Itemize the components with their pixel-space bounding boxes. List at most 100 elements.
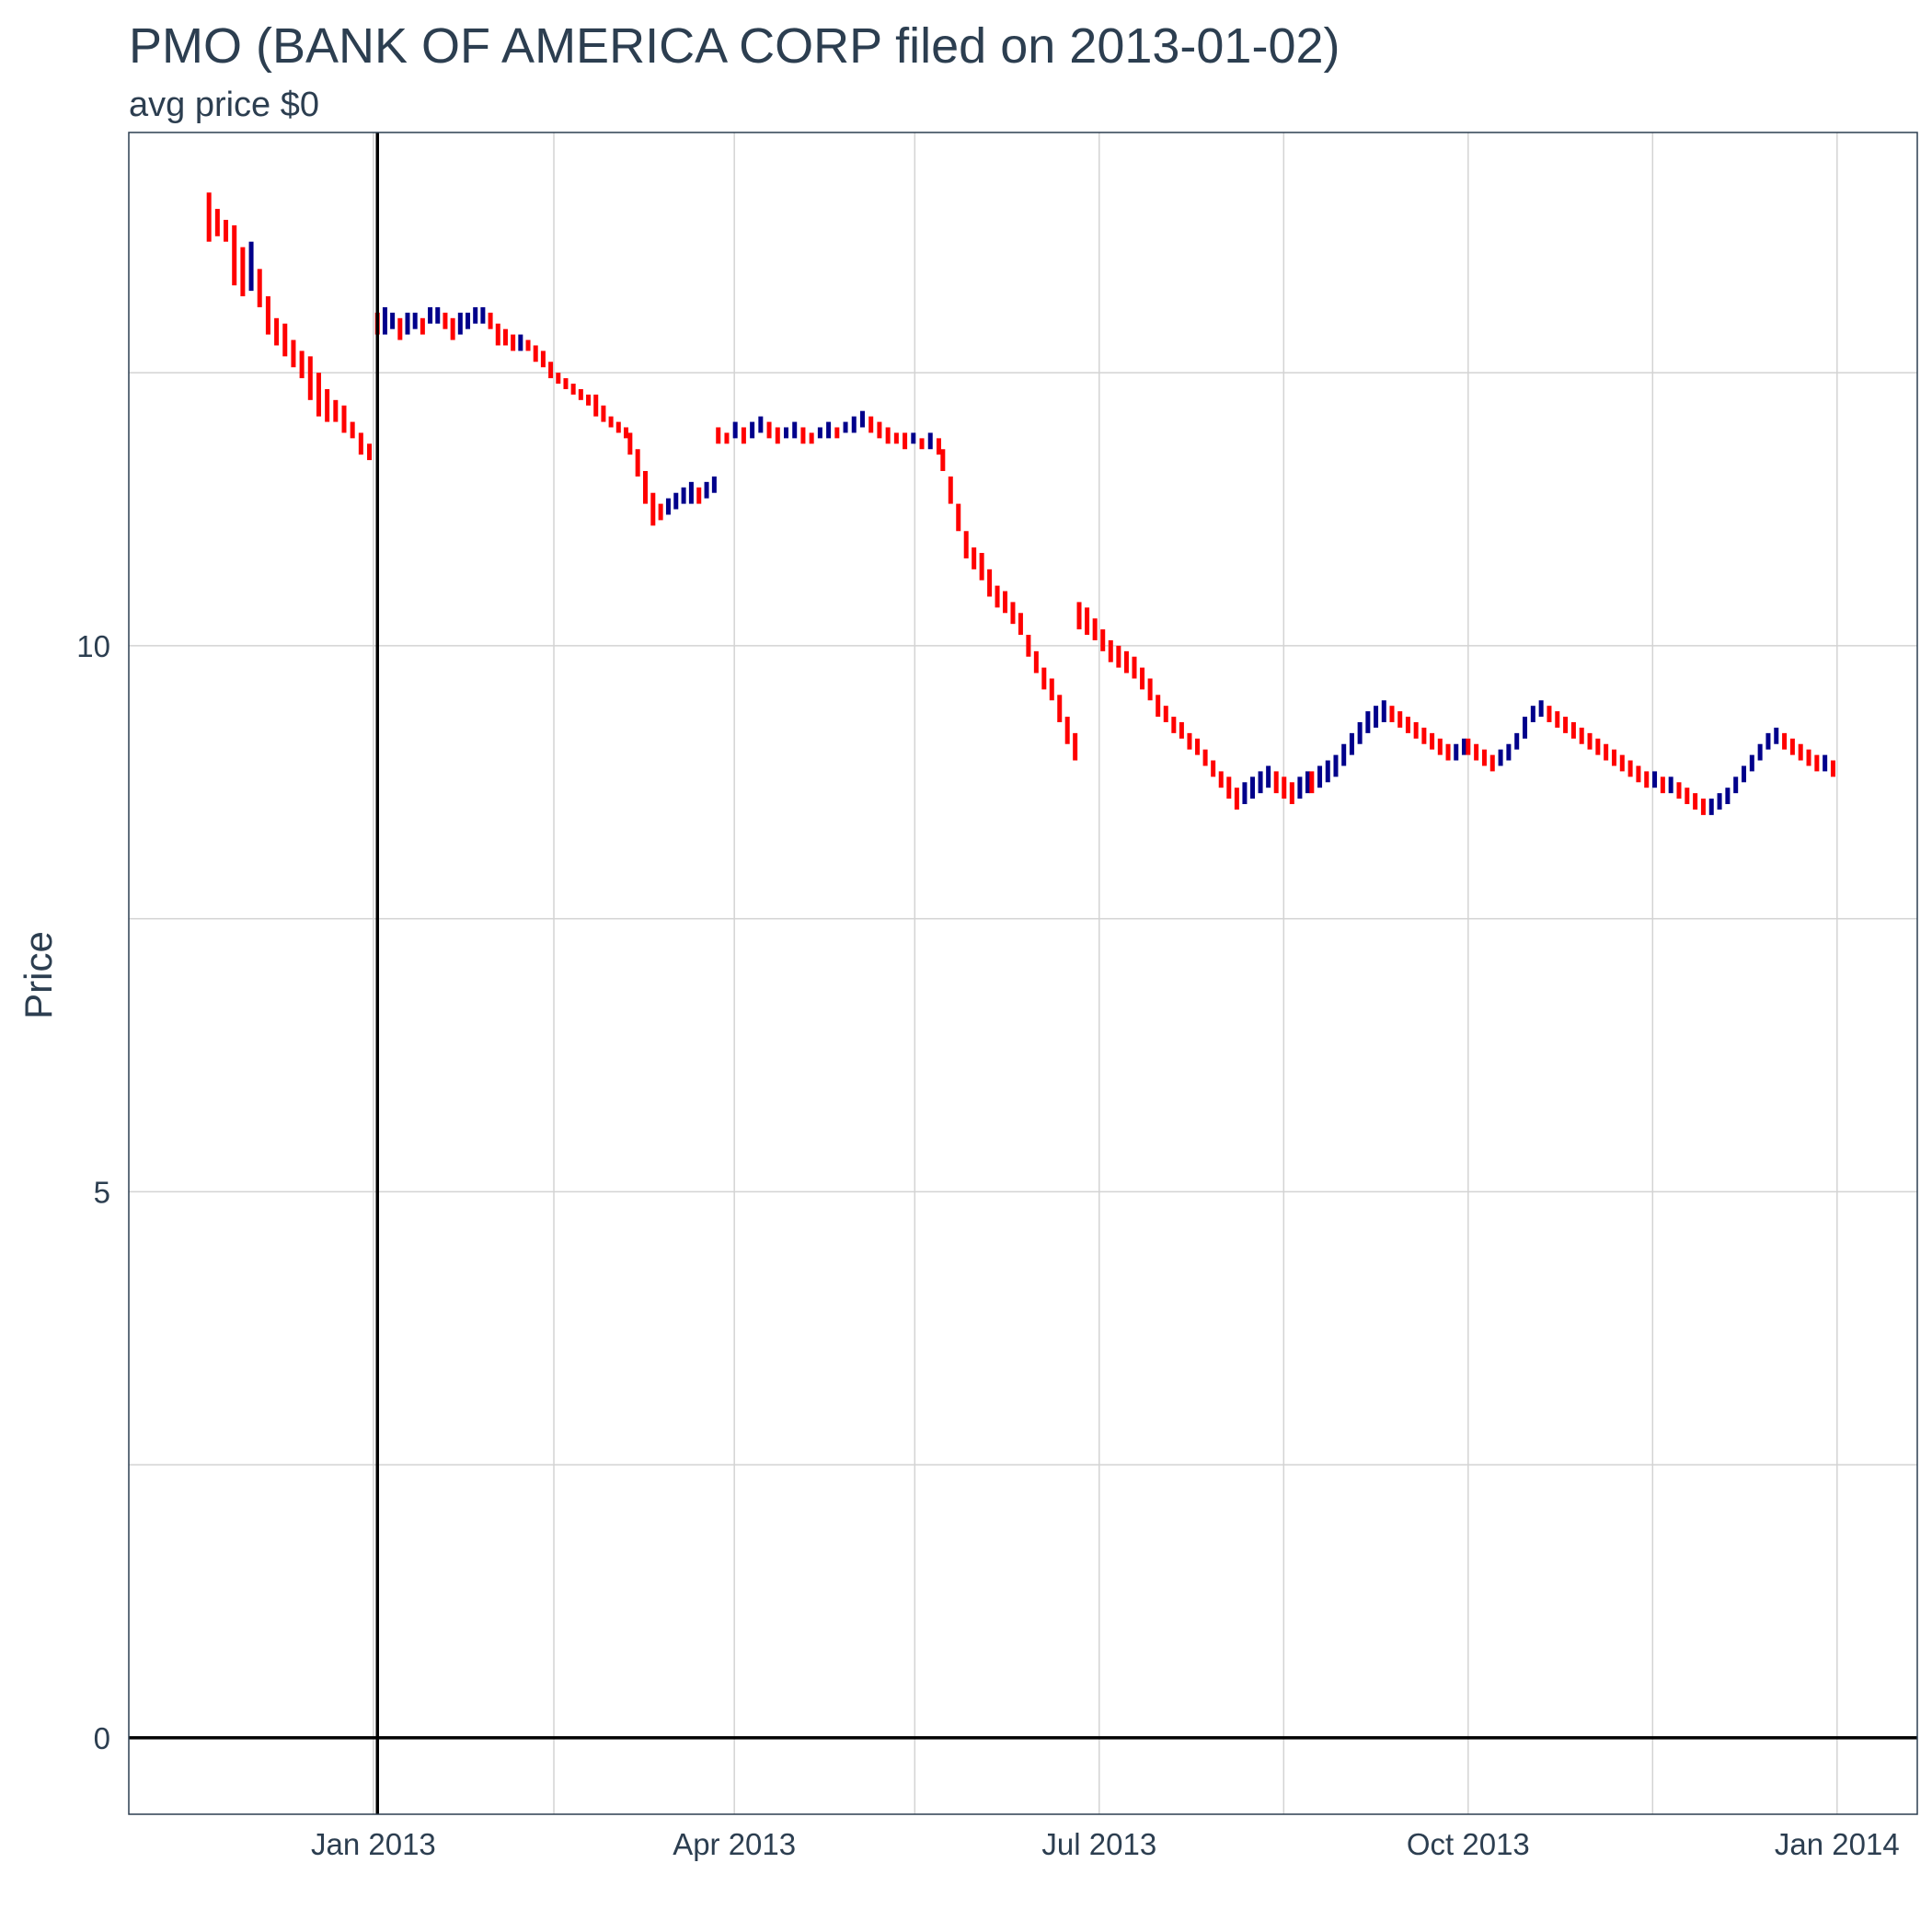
ohlc-bar-166 bbox=[1506, 743, 1512, 761]
x-tick-label-4: Jan 2014 bbox=[1775, 1827, 1900, 1861]
ohlc-bar-115 bbox=[1108, 639, 1113, 662]
ohlc-bar-64 bbox=[704, 481, 709, 499]
ohlc-bar-168 bbox=[1523, 717, 1528, 739]
ohlc-bar-165 bbox=[1498, 749, 1503, 766]
ohlc-bar-63 bbox=[696, 487, 702, 504]
ohlc-bar-59 bbox=[665, 498, 671, 515]
ohlc-bar-4 bbox=[240, 247, 246, 297]
ohlc-bar-116 bbox=[1116, 645, 1121, 668]
ohlc-bar-193 bbox=[1725, 788, 1731, 805]
ohlc-bar-152 bbox=[1397, 711, 1403, 728]
ohlc-bar-187 bbox=[1676, 782, 1682, 799]
ohlc-bar-206 bbox=[1830, 760, 1835, 777]
ohlc-bar-31 bbox=[457, 312, 463, 335]
grid-lines bbox=[129, 132, 1917, 1814]
ohlc-bar-61 bbox=[681, 487, 686, 504]
ohlc-bar-114 bbox=[1100, 629, 1106, 651]
ohlc-bar-160 bbox=[1461, 738, 1466, 755]
ohlc-bar-23 bbox=[397, 317, 403, 340]
ohlc-bar-57 bbox=[650, 492, 656, 526]
ohlc-bar-35 bbox=[488, 312, 493, 329]
ohlc-bar-85 bbox=[877, 421, 882, 439]
ohlc-bar-110 bbox=[1073, 732, 1078, 761]
ohlc-bar-124 bbox=[1179, 721, 1184, 739]
ohlc-bar-146 bbox=[1349, 732, 1354, 755]
ohlc-bar-155 bbox=[1421, 727, 1427, 744]
ohlc-bar-142 bbox=[1317, 765, 1323, 788]
ohlc-bar-14 bbox=[325, 388, 330, 422]
y-tick-label-2: 10 bbox=[76, 629, 110, 663]
y-tick-label-0: 0 bbox=[94, 1721, 110, 1755]
ohlc-bar-29 bbox=[443, 312, 448, 329]
ohlc-bar-107 bbox=[1049, 678, 1054, 701]
ohlc-bar-102 bbox=[1010, 602, 1016, 625]
ohlc-bar-171 bbox=[1547, 706, 1552, 722]
ohlc-bar-94 bbox=[948, 476, 953, 504]
ohlc-bar-186 bbox=[1668, 776, 1673, 794]
x-tick-label-3: Oct 2013 bbox=[1407, 1827, 1530, 1861]
ohlc-bar-86 bbox=[885, 427, 891, 444]
ohlc-bar-137 bbox=[1282, 776, 1287, 799]
ohlc-bar-105 bbox=[1033, 650, 1039, 673]
ohlc-bar-67 bbox=[724, 432, 730, 444]
ohlc-bar-117 bbox=[1123, 650, 1129, 673]
ohlc-bar-56 bbox=[642, 470, 648, 504]
ohlc-bar-119 bbox=[1140, 667, 1145, 690]
ohlc-bar-188 bbox=[1685, 788, 1690, 805]
ohlc-bar-132 bbox=[1242, 782, 1248, 805]
ohlc-bar-78 bbox=[817, 427, 822, 439]
ohlc-bar-21 bbox=[382, 306, 387, 335]
ohlc-bar-172 bbox=[1555, 711, 1560, 728]
ohlc-bar-143 bbox=[1325, 760, 1330, 783]
ohlc-bar-200 bbox=[1782, 732, 1788, 750]
ohlc-bar-173 bbox=[1563, 717, 1569, 733]
axis-tick-labels: 0 5 10 Jan 2013 Apr 2013 Jul 2013 Oct 2013 Jan … bbox=[76, 629, 1899, 1861]
chart-subtitle: avg price $0 bbox=[129, 86, 319, 124]
ohlc-bar-189 bbox=[1693, 793, 1698, 810]
ohlc-bar-120 bbox=[1147, 678, 1153, 701]
y-tick-label-1: 5 bbox=[94, 1175, 110, 1209]
x-tick-label-1: Apr 2013 bbox=[673, 1827, 796, 1861]
ohlc-bar-179 bbox=[1611, 749, 1616, 766]
ohlc-bar-19 bbox=[367, 443, 373, 461]
ohlc-bar-135 bbox=[1266, 765, 1271, 788]
ohlc-bar-180 bbox=[1619, 754, 1625, 772]
ohlc-bar-13 bbox=[316, 373, 321, 417]
ohlc-bar-111 bbox=[1076, 602, 1082, 630]
ohlc-bar-130 bbox=[1226, 776, 1232, 799]
ohlc-bar-176 bbox=[1587, 732, 1593, 750]
ohlc-bar-185 bbox=[1660, 776, 1665, 794]
ohlc-bar-144 bbox=[1333, 754, 1339, 777]
ohlc-bar-158 bbox=[1445, 743, 1451, 761]
ohlc-bar-32 bbox=[466, 312, 471, 329]
ohlc-bar-118 bbox=[1132, 656, 1137, 679]
ohlc-bar-80 bbox=[834, 427, 840, 439]
ohlc-bar-167 bbox=[1514, 732, 1520, 750]
ohlc-bar-127 bbox=[1202, 749, 1208, 766]
ohlc-bar-89 bbox=[911, 432, 916, 444]
ohlc-bar-60 bbox=[673, 492, 679, 510]
ohlc-bar-51 bbox=[608, 416, 614, 428]
ohlc-bar-182 bbox=[1636, 765, 1641, 783]
ohlc-bar-169 bbox=[1530, 706, 1535, 722]
ohlc-bar-161 bbox=[1466, 738, 1471, 755]
ohlc-bar-44 bbox=[556, 373, 561, 385]
ohlc-bar-91 bbox=[927, 432, 933, 450]
plot-frame bbox=[128, 132, 1918, 1815]
ohlc-bar-197 bbox=[1757, 743, 1763, 761]
ohlc-bar-22 bbox=[390, 312, 396, 329]
ohlc-bar-62 bbox=[688, 481, 694, 504]
ohlc-bar-113 bbox=[1092, 618, 1098, 640]
ohlc-bar-153 bbox=[1405, 717, 1410, 733]
ohlc-bar-5 bbox=[248, 241, 254, 292]
ohlc-bar-27 bbox=[428, 306, 433, 324]
ohlc-bar-74 bbox=[783, 427, 788, 439]
ohlc-bar-175 bbox=[1579, 727, 1584, 744]
ohlc-bar-43 bbox=[548, 362, 554, 379]
ohlc-bar-128 bbox=[1211, 760, 1216, 777]
ohlc-bar-103 bbox=[1018, 613, 1023, 636]
ohlc-bar-122 bbox=[1163, 706, 1168, 722]
ohlc-bar-138 bbox=[1289, 782, 1294, 805]
ohlc-bar-81 bbox=[843, 421, 848, 433]
